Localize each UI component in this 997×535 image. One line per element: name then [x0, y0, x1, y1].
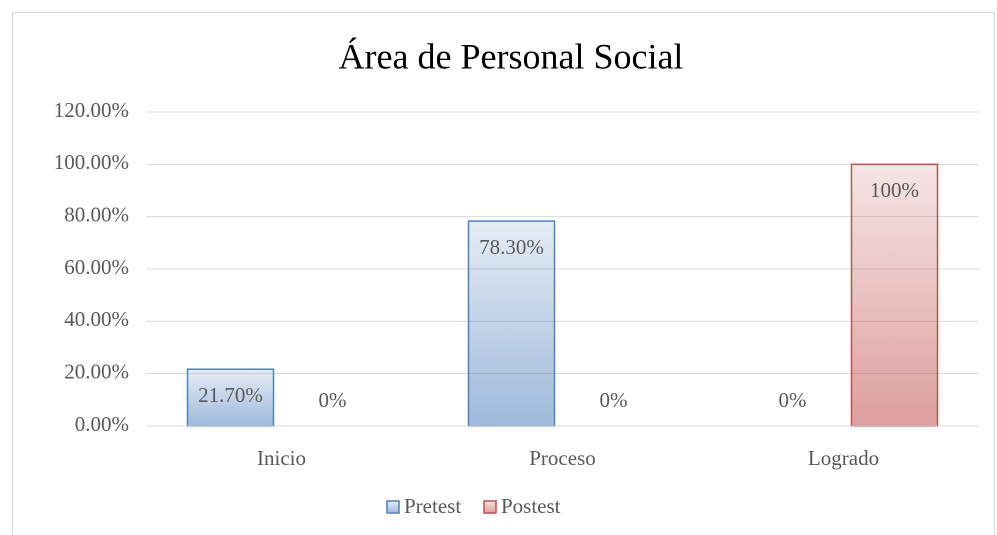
y-tick-label: 120.00%: [54, 98, 129, 122]
legend-label: Postest: [501, 494, 561, 518]
y-tick-label: 100.00%: [54, 150, 129, 174]
value-label: 78.30%: [479, 235, 544, 259]
value-label: 0%: [600, 388, 628, 412]
x-tick-label: Inicio: [257, 446, 306, 470]
y-tick-label: 80.00%: [64, 202, 129, 226]
bar: [186, 368, 275, 427]
x-tick-label: Proceso: [529, 446, 596, 470]
x-tick-label: Logrado: [808, 446, 879, 470]
bar: [850, 163, 939, 427]
value-label: 0%: [319, 388, 347, 412]
y-tick-label: 40.00%: [64, 307, 129, 331]
y-tick-label: 0.00%: [75, 412, 129, 436]
legend-swatch: [386, 500, 400, 514]
value-label: 0%: [779, 388, 807, 412]
legend-label: Pretest: [404, 494, 461, 518]
value-label: 100%: [870, 178, 919, 202]
chart-title: Área de Personal Social: [339, 36, 684, 76]
value-label: 21.70%: [198, 383, 263, 407]
y-tick-label: 20.00%: [64, 359, 129, 383]
bar: [467, 220, 556, 427]
legend-swatch: [483, 500, 497, 514]
y-tick-label: 60.00%: [64, 255, 129, 279]
